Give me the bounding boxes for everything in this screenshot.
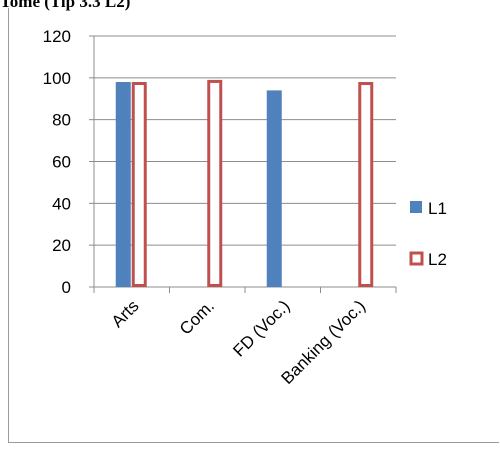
x-tick-label: Arts (108, 296, 143, 331)
bar-l1-1 (115, 82, 131, 288)
y-tick-label: 120 (43, 27, 71, 46)
y-tick-label: 60 (52, 153, 71, 172)
legend-swatch-l1 (410, 201, 422, 213)
x-tick-label: Com. (176, 296, 218, 338)
bar-l2-4 (358, 82, 374, 288)
chart-frame (8, 8, 499, 443)
y-tick-label: 80 (52, 111, 71, 130)
y-tick-label: 20 (52, 236, 71, 255)
partial-heading: Tome (Tip 3.3 L2) (0, 0, 131, 11)
legend-label-l1: L1 (428, 199, 447, 218)
legend-swatch-l2 (409, 251, 424, 266)
y-tick-label: 0 (62, 278, 71, 297)
x-tick-label: FD (Voc.) (229, 296, 293, 360)
y-tick-label: 40 (52, 194, 71, 213)
legend-label-l2: L2 (428, 250, 447, 269)
bar-l2-1 (131, 82, 147, 288)
bar-l1-3 (266, 90, 282, 287)
bar-l2-2 (207, 79, 223, 287)
y-tick-label: 100 (43, 69, 71, 88)
